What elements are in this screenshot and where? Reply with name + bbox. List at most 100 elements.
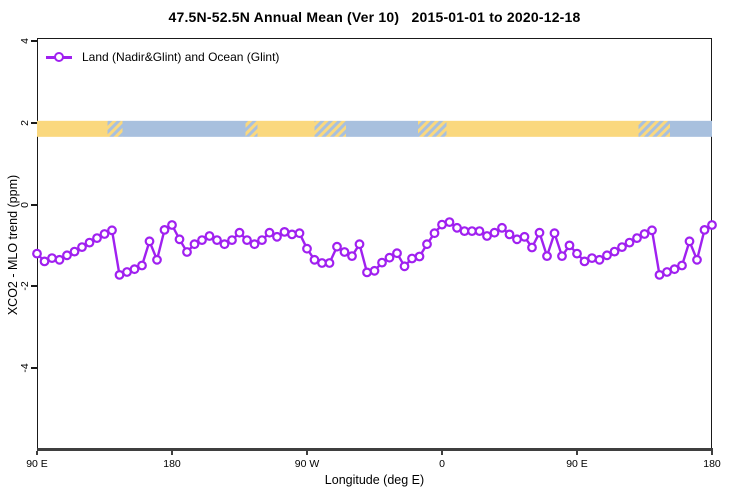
series-point bbox=[647, 225, 657, 236]
series-point bbox=[242, 235, 252, 246]
series-point bbox=[332, 241, 342, 252]
series-point bbox=[377, 257, 387, 268]
series-point bbox=[249, 239, 260, 250]
series-point bbox=[32, 248, 42, 259]
series-point bbox=[707, 220, 717, 230]
series-point bbox=[519, 231, 530, 242]
x-axis-tick-label: 90 W bbox=[294, 458, 320, 470]
series-point bbox=[99, 229, 110, 239]
series-point bbox=[669, 264, 680, 275]
series-point bbox=[639, 229, 650, 239]
series-point bbox=[339, 247, 350, 257]
series-point bbox=[527, 242, 537, 253]
surface-band-segment-land bbox=[37, 120, 108, 137]
series-point bbox=[414, 251, 425, 262]
series-point bbox=[272, 231, 282, 242]
x-axis-tick bbox=[171, 451, 173, 455]
x-axis-tick-label: 180 bbox=[163, 458, 181, 470]
series-point bbox=[264, 227, 275, 238]
y-axis-tick bbox=[31, 39, 37, 42]
surface-band-segment-mixed bbox=[314, 120, 346, 137]
series-point bbox=[347, 251, 357, 262]
surface-band-segment-mixed bbox=[107, 120, 123, 137]
series-point bbox=[324, 258, 335, 268]
series-point bbox=[482, 231, 492, 241]
series-point bbox=[167, 220, 177, 230]
series-point bbox=[302, 243, 312, 254]
x-axis-tick-label: 90 E bbox=[26, 458, 48, 470]
series-point bbox=[497, 222, 507, 233]
series-point bbox=[62, 250, 72, 261]
series-point bbox=[594, 254, 605, 265]
series-point bbox=[579, 256, 590, 267]
series-point bbox=[557, 251, 567, 262]
x-axis-tick bbox=[441, 451, 443, 455]
y-axis-tick bbox=[31, 121, 37, 124]
series-point bbox=[587, 253, 597, 264]
x-axis-tick-label: 0 bbox=[439, 458, 445, 470]
x-axis-tick bbox=[711, 451, 713, 455]
surface-band-segment-ocean bbox=[670, 120, 712, 137]
series-point bbox=[84, 237, 95, 248]
series-point bbox=[227, 235, 237, 246]
series-point bbox=[47, 253, 57, 264]
y-axis-label: XCO2 - MLO trend (ppm) bbox=[6, 174, 20, 316]
series-point bbox=[257, 235, 267, 246]
series-point bbox=[369, 265, 380, 276]
series-point bbox=[624, 237, 635, 248]
series-point bbox=[684, 236, 695, 247]
legend-series-marker-icon bbox=[46, 51, 72, 64]
surface-band-segment-land bbox=[257, 120, 315, 137]
series-point bbox=[452, 222, 462, 233]
series-point bbox=[212, 235, 222, 246]
series-point bbox=[219, 239, 230, 250]
series-point bbox=[182, 247, 192, 257]
series-point bbox=[152, 254, 162, 265]
series-point bbox=[572, 248, 582, 259]
series-point bbox=[392, 248, 402, 259]
series-point bbox=[144, 236, 155, 247]
y-axis-tick-label: 4 bbox=[19, 37, 31, 44]
series-point bbox=[422, 239, 432, 250]
series-point bbox=[699, 224, 710, 235]
series-point bbox=[174, 234, 185, 245]
series-point bbox=[197, 235, 207, 246]
series-point bbox=[107, 225, 117, 236]
series-point bbox=[602, 250, 612, 261]
series-point bbox=[564, 240, 575, 251]
series-point bbox=[617, 242, 627, 253]
series-point bbox=[399, 261, 410, 272]
series-point bbox=[69, 246, 80, 257]
series-point bbox=[384, 252, 395, 263]
y-axis-tick-label: -2 bbox=[19, 281, 31, 292]
surface-band-segment-ocean bbox=[122, 120, 246, 137]
x-axis-tick-label: 90 E bbox=[566, 458, 588, 470]
x-axis-line bbox=[37, 448, 713, 451]
y-axis-tick-label: 2 bbox=[19, 119, 31, 126]
series-point bbox=[489, 227, 500, 238]
surface-band-segment-ocean bbox=[346, 120, 418, 137]
series-point bbox=[159, 224, 170, 235]
legend: Land (Nadir&Glint) and Ocean (Glint) bbox=[46, 50, 279, 64]
series-point bbox=[542, 251, 552, 262]
surface-band-segment-mixed bbox=[638, 120, 670, 137]
series-point bbox=[632, 233, 642, 244]
series-point bbox=[287, 229, 297, 240]
series-point bbox=[354, 239, 365, 250]
series-point bbox=[77, 242, 87, 253]
x-axis-tick bbox=[576, 451, 578, 455]
y-axis-tick bbox=[31, 367, 37, 370]
legend-label: Land (Nadir&Glint) and Ocean (Glint) bbox=[82, 50, 280, 64]
series-point bbox=[189, 239, 200, 250]
series-point bbox=[429, 228, 440, 239]
series-point bbox=[92, 233, 102, 244]
series-point bbox=[677, 260, 687, 271]
series-point bbox=[609, 246, 620, 257]
series-point bbox=[234, 227, 245, 238]
series-point bbox=[504, 229, 515, 240]
x-axis-label: Longitude (deg E) bbox=[324, 473, 425, 487]
series-point bbox=[692, 254, 702, 265]
series-point bbox=[129, 264, 140, 275]
